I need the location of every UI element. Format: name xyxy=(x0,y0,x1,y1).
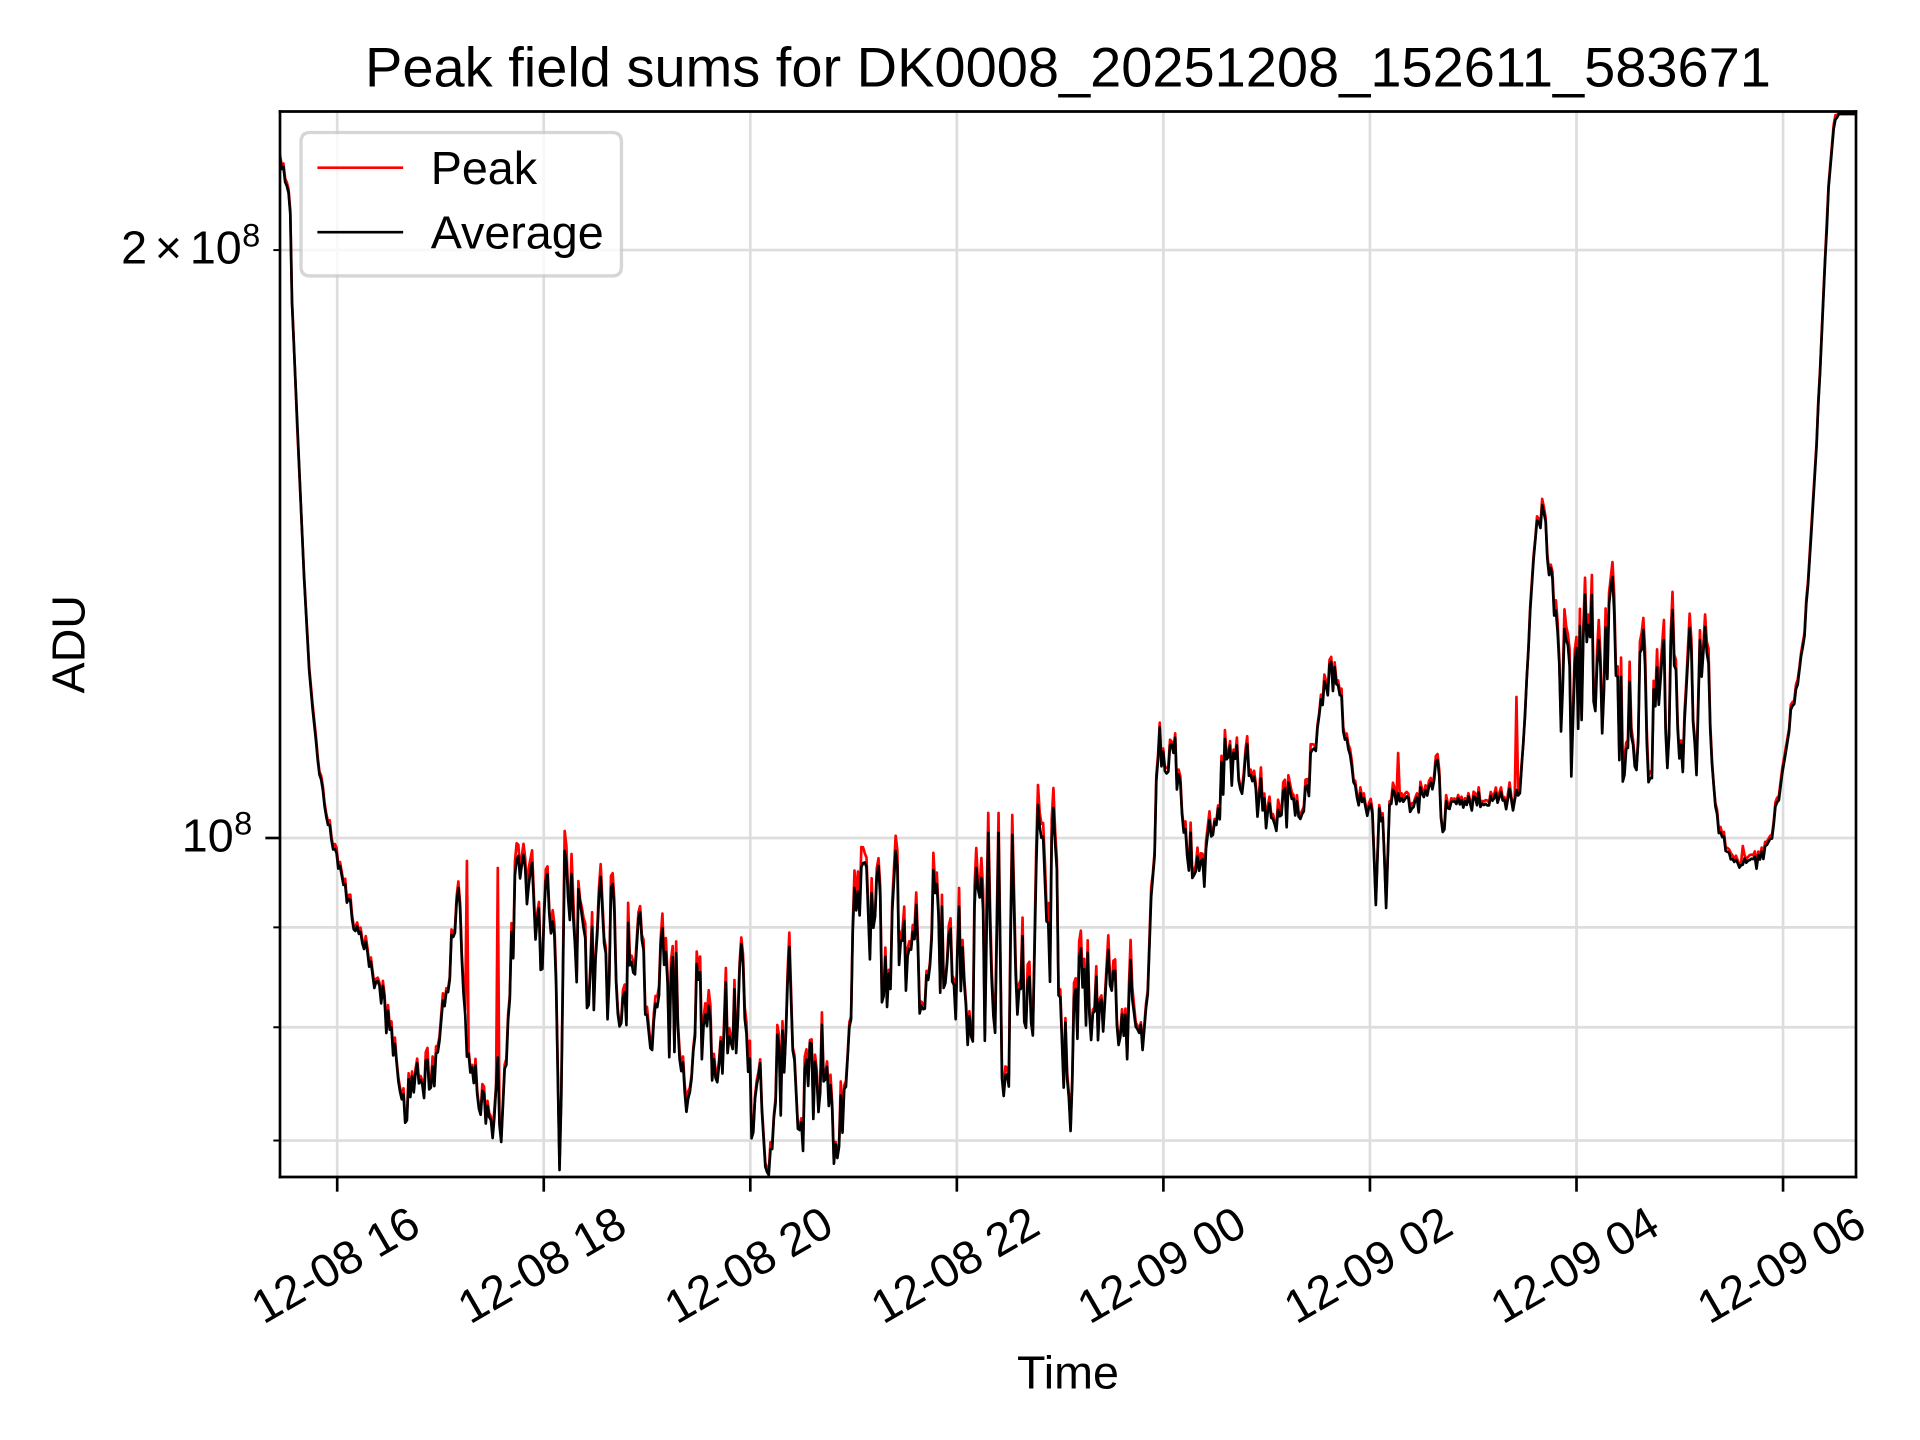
svg-text:Average: Average xyxy=(431,207,604,259)
svg-text:Time: Time xyxy=(1017,1346,1119,1398)
svg-text:1 0 8: 1 0 8 xyxy=(182,804,253,863)
svg-text:2 × 1: 2 × 1 0 8 xyxy=(121,216,260,275)
svg-text:Peak field sums for DK0008_202: Peak field sums for DK0008_20251208_1526… xyxy=(365,36,1771,99)
svg-text:Peak: Peak xyxy=(431,142,538,194)
svg-text:ADU: ADU xyxy=(43,595,95,694)
